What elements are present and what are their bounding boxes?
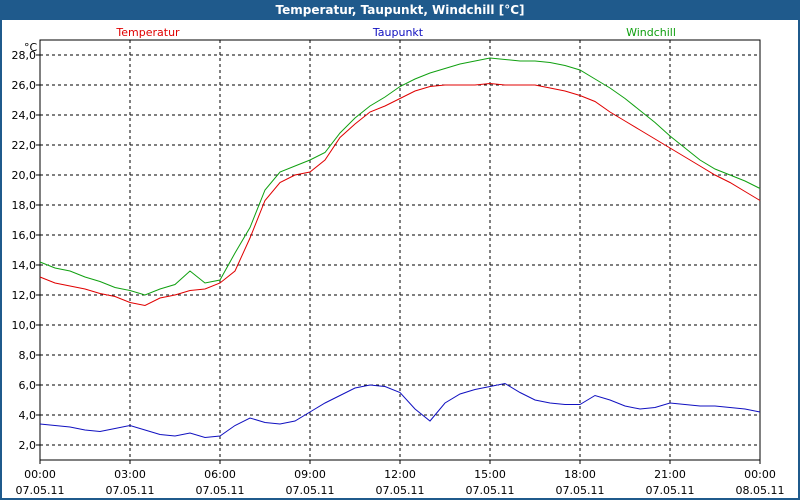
window-title: Temperatur, Taupunkt, Windchill [°C] [0,0,800,20]
legend-entry-windchill: Windchill [626,26,676,39]
y-tick-label: 24,0 [12,109,37,122]
x-tick-time-label: 03:00 [114,468,146,481]
x-tick-time-label: 12:00 [384,468,416,481]
y-tick-label: 6,0 [19,379,37,392]
x-tick-date-label: 07.05.11 [646,484,695,497]
x-tick-date-label: 08.05.11 [736,484,785,497]
x-tick-date-label: 07.05.11 [376,484,425,497]
y-tick-label: 10,0 [12,319,37,332]
y-tick-label: 20,0 [12,169,37,182]
y-tick-label: 4,0 [19,409,37,422]
x-tick-date-label: 07.05.11 [106,484,155,497]
series-line-taupunkt [39,382,761,439]
x-tick-time-label: 06:00 [204,468,236,481]
y-axis-ticks: 2,0 4,0 6,0 8,0 10,0 12,0 14,0 16,0 18,0 20,0 22,0… [12,49,40,452]
x-axis-ticks: 00:00 07.05.11 03:00 07.05.11 06:00 07.05.11 0… [16,460,785,497]
x-tick-time-label: 18:00 [564,468,596,481]
y-tick-label: 16,0 [12,229,37,242]
x-tick-date-label: 07.05.11 [286,484,335,497]
legend-entry-temperatur: Temperatur [115,26,180,39]
x-tick-date-label: 07.05.11 [556,484,605,497]
y-tick-label: 22,0 [12,139,37,152]
x-tick-date-label: 07.05.11 [466,484,515,497]
y-tick-label: 14,0 [12,259,37,272]
series-line-windchill [39,57,761,296]
y-tick-label: 12,0 [12,289,37,302]
legend: Temperatur Taupunkt Windchill [115,26,676,39]
x-tick-time-label: 09:00 [294,468,326,481]
y-tick-label: 28,0 [12,49,37,62]
y-tick-label: 26,0 [12,79,37,92]
y-tick-label: 2,0 [19,439,37,452]
y-tick-label: 8,0 [19,349,37,362]
series-lines [39,57,761,439]
legend-entry-taupunkt: Taupunkt [372,26,424,39]
x-tick-date-label: 07.05.11 [196,484,245,497]
y-tick-label: 18,0 [12,199,37,212]
x-tick-date-label: 07.05.11 [16,484,65,497]
series-line-temperatur [39,82,761,307]
y-axis-unit-label: °C [24,41,38,54]
x-tick-time-label: 00:00 [24,468,56,481]
grid-lines [40,40,760,460]
x-tick-time-label: 21:00 [654,468,686,481]
x-tick-time-label: 00:00 [744,468,776,481]
x-tick-time-label: 15:00 [474,468,506,481]
